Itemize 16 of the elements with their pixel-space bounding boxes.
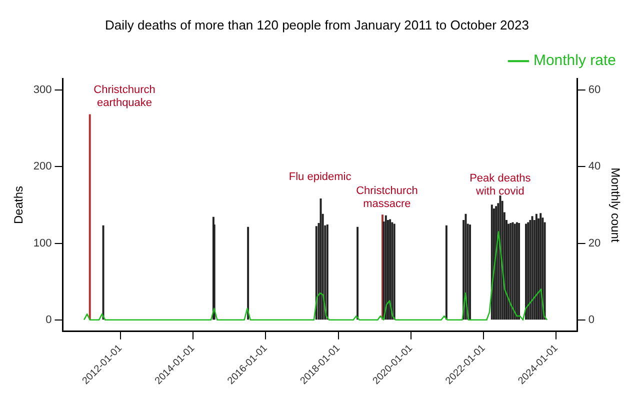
annotation: Christchurch massacre bbox=[356, 184, 418, 210]
y2-tick-label: 0 bbox=[588, 314, 594, 326]
y2-tick-label: 20 bbox=[588, 237, 601, 250]
y2-axis-title: Monthly count bbox=[608, 168, 622, 243]
y-tick-label: 200 bbox=[33, 160, 52, 173]
annotation: Peak deaths with covid bbox=[470, 172, 532, 198]
y-tick-label: 300 bbox=[33, 84, 52, 96]
y2-tick-label: 60 bbox=[588, 84, 601, 96]
annotation: Christchurch earthquake bbox=[94, 84, 156, 109]
annotation: Flu epidemic bbox=[288, 171, 352, 184]
y-axis-title: Deaths bbox=[12, 186, 26, 224]
chart-title: Daily deaths of more than 120 people from January 2011 to October 2023 bbox=[105, 17, 529, 32]
y-tick-label: 100 bbox=[33, 237, 52, 250]
y2-tick-label: 40 bbox=[588, 160, 601, 173]
legend-label: Monthly rate bbox=[533, 52, 616, 70]
y-tick-label: 0 bbox=[46, 314, 52, 326]
